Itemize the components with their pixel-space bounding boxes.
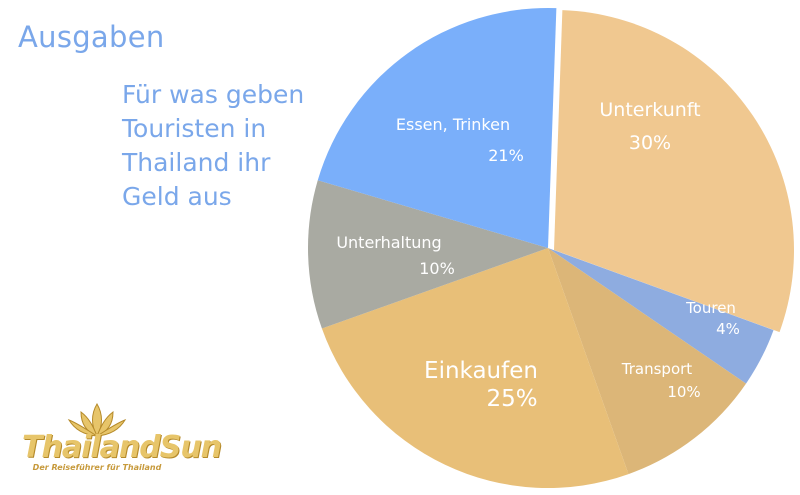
thailandsun-logo: ThailandSun Der Reiseführer für Thailand bbox=[22, 402, 222, 478]
slice-label: Unterkunft bbox=[599, 99, 700, 121]
pie-slice-touren bbox=[548, 248, 774, 384]
slice-value-label: 4% bbox=[716, 320, 740, 338]
pie-slices bbox=[308, 7, 795, 488]
chart-title: Ausgaben bbox=[18, 20, 165, 54]
slice-label: Transport bbox=[621, 360, 693, 378]
slice-value-label: 10% bbox=[667, 383, 700, 401]
pie-slice-unterhaltung bbox=[308, 180, 548, 329]
logo-tagline: Der Reiseführer für Thailand bbox=[32, 463, 162, 472]
slice-value-label: 10% bbox=[419, 259, 455, 278]
slice-value-label: 21% bbox=[488, 146, 524, 165]
pie-slice-einkaufen bbox=[321, 248, 629, 488]
slice-value-label: 30% bbox=[629, 132, 671, 154]
logo-wordmark: ThailandSun bbox=[22, 430, 222, 465]
slice-label: Unterhaltung bbox=[336, 233, 441, 252]
slice-value-label: 25% bbox=[486, 386, 537, 412]
lotus-icon bbox=[67, 403, 127, 437]
slice-label: Touren bbox=[685, 299, 736, 317]
slice-label: Einkaufen bbox=[424, 358, 538, 384]
slice-label: Essen, Trinken bbox=[396, 115, 510, 134]
pie-slice-essen-trinken bbox=[317, 7, 557, 248]
pie-labels: Unterkunft 30% Touren 4% Transport 10% Einkauf… bbox=[336, 99, 740, 412]
pie-slice-unterkunft bbox=[554, 10, 795, 333]
pie-slice-transport bbox=[548, 248, 747, 475]
chart-subtitle: Für was geben Touristen in Thailand ihr … bbox=[122, 80, 305, 211]
